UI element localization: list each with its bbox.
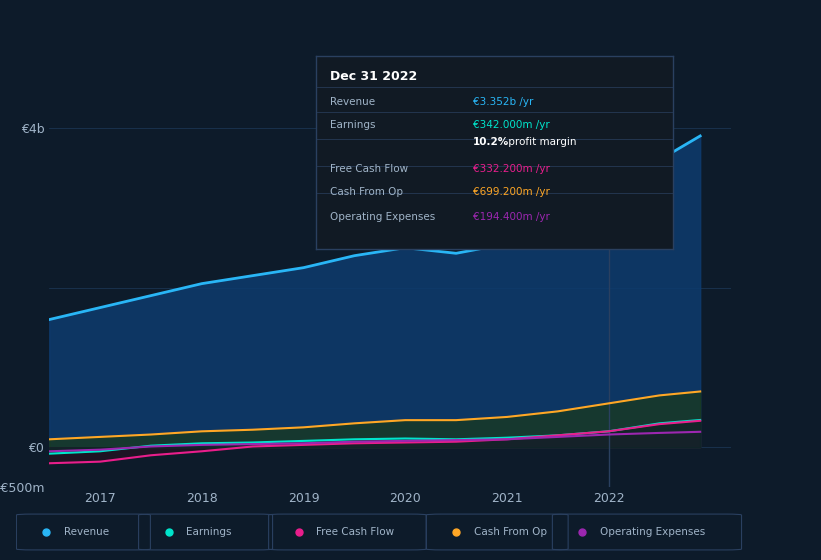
Text: Cash From Op: Cash From Op <box>330 188 403 197</box>
Text: Free Cash Flow: Free Cash Flow <box>316 527 394 537</box>
Text: €194.400m /yr: €194.400m /yr <box>473 212 550 222</box>
Text: Cash From Op: Cash From Op <box>474 527 547 537</box>
Text: Operating Expenses: Operating Expenses <box>599 527 705 537</box>
Text: €332.200m /yr: €332.200m /yr <box>473 164 550 174</box>
Text: €699.200m /yr: €699.200m /yr <box>473 188 550 197</box>
Text: Dec 31 2022: Dec 31 2022 <box>330 69 418 82</box>
Text: Revenue: Revenue <box>64 527 109 537</box>
Text: €3.352b /yr: €3.352b /yr <box>473 96 534 106</box>
Text: Earnings: Earnings <box>186 527 232 537</box>
Text: Earnings: Earnings <box>330 120 376 130</box>
Text: 10.2%: 10.2% <box>473 137 510 147</box>
Text: Operating Expenses: Operating Expenses <box>330 212 436 222</box>
Text: €342.000m /yr: €342.000m /yr <box>473 120 550 130</box>
Text: profit margin: profit margin <box>506 137 577 147</box>
Text: Free Cash Flow: Free Cash Flow <box>330 164 409 174</box>
Text: Revenue: Revenue <box>330 96 375 106</box>
